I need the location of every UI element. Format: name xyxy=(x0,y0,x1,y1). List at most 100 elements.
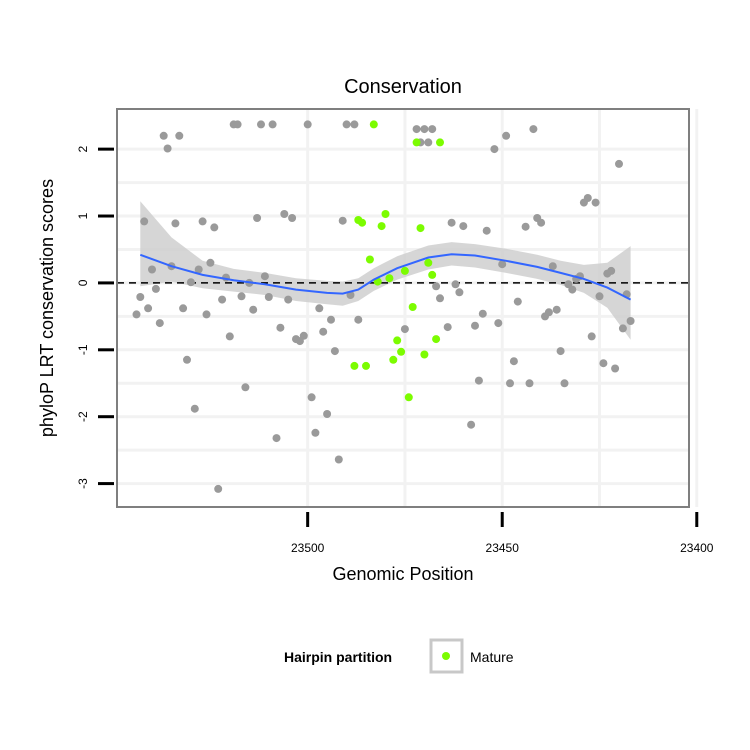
point xyxy=(595,292,604,301)
point-mature xyxy=(424,258,433,267)
point xyxy=(280,210,289,218)
point xyxy=(482,226,491,235)
point xyxy=(272,434,281,443)
point xyxy=(210,223,219,232)
x-axis: 23500 23450 23400 xyxy=(291,512,714,555)
point-mature xyxy=(400,266,409,275)
point xyxy=(529,125,538,134)
point xyxy=(257,120,265,129)
point xyxy=(249,305,258,314)
point xyxy=(202,310,211,319)
point xyxy=(432,282,441,291)
point xyxy=(560,379,569,388)
chart-title: Conservation xyxy=(344,76,462,98)
point xyxy=(342,120,351,129)
point xyxy=(502,131,511,140)
point-mature xyxy=(385,274,394,283)
y-tick-label: -1 xyxy=(76,344,90,355)
point xyxy=(253,214,262,222)
point xyxy=(159,131,168,140)
point xyxy=(428,125,437,134)
y-tick-label: -2 xyxy=(76,411,90,422)
point xyxy=(183,355,191,364)
point xyxy=(490,145,499,154)
point xyxy=(583,194,592,202)
point xyxy=(350,120,359,129)
loess-trend-line xyxy=(139,253,632,301)
point xyxy=(171,219,180,228)
point-mature xyxy=(350,361,359,370)
point xyxy=(334,455,343,464)
point xyxy=(474,376,483,385)
point xyxy=(412,125,421,134)
point xyxy=(315,304,324,313)
point-mature xyxy=(381,210,390,218)
point xyxy=(451,280,460,289)
point-mature xyxy=(436,138,444,147)
point xyxy=(225,332,234,341)
point xyxy=(198,217,207,226)
point xyxy=(303,120,312,129)
point xyxy=(568,285,577,294)
plot-panel-border xyxy=(116,108,690,508)
point xyxy=(175,131,184,140)
point xyxy=(140,217,149,226)
point xyxy=(151,284,160,293)
point-mature xyxy=(369,120,378,129)
point-mature xyxy=(420,350,429,359)
point xyxy=(319,327,328,336)
point-mature xyxy=(358,218,367,227)
point-mature xyxy=(389,355,398,364)
point-mature xyxy=(404,393,413,402)
point xyxy=(521,222,530,231)
point xyxy=(264,293,273,301)
point xyxy=(498,260,507,269)
point xyxy=(132,310,141,319)
point-mature xyxy=(412,138,421,147)
point xyxy=(179,304,188,313)
point-mature xyxy=(393,336,402,345)
y-tick-label: 0 xyxy=(76,279,90,286)
point xyxy=(591,198,600,207)
point xyxy=(237,292,246,301)
point-mature xyxy=(416,224,425,233)
legend-entry-mature: Mature xyxy=(470,649,514,665)
y-axis-label: phyloP LRT conservation scores xyxy=(37,179,57,437)
point xyxy=(155,319,164,328)
confidence-ribbon xyxy=(140,201,631,340)
point xyxy=(327,315,335,324)
point xyxy=(284,295,293,304)
point xyxy=(163,144,172,153)
point-mature xyxy=(428,270,437,279)
point xyxy=(615,159,623,168)
point xyxy=(194,265,203,274)
point xyxy=(144,304,153,313)
grid-lines xyxy=(117,109,699,507)
point xyxy=(186,278,195,287)
point xyxy=(548,262,557,271)
point-mature xyxy=(362,361,370,370)
point xyxy=(599,359,608,368)
point xyxy=(307,393,316,402)
point xyxy=(299,331,308,340)
point xyxy=(190,404,199,413)
point xyxy=(233,120,242,129)
point xyxy=(618,324,627,333)
point-mature xyxy=(377,222,386,231)
point xyxy=(338,216,347,225)
point xyxy=(467,420,476,429)
y-axis: 2 1 0 -1 -2 -3 xyxy=(76,145,114,489)
point xyxy=(447,218,456,227)
plot-panel xyxy=(117,109,689,507)
point xyxy=(268,120,277,129)
point xyxy=(354,315,363,324)
y-tick-label: 1 xyxy=(76,212,90,219)
point xyxy=(311,428,320,437)
point xyxy=(513,297,522,306)
point xyxy=(288,214,297,222)
point xyxy=(148,265,156,274)
point xyxy=(443,323,452,332)
x-tick-label: 23450 xyxy=(486,541,520,555)
legend-title: Hairpin partition xyxy=(284,649,392,665)
